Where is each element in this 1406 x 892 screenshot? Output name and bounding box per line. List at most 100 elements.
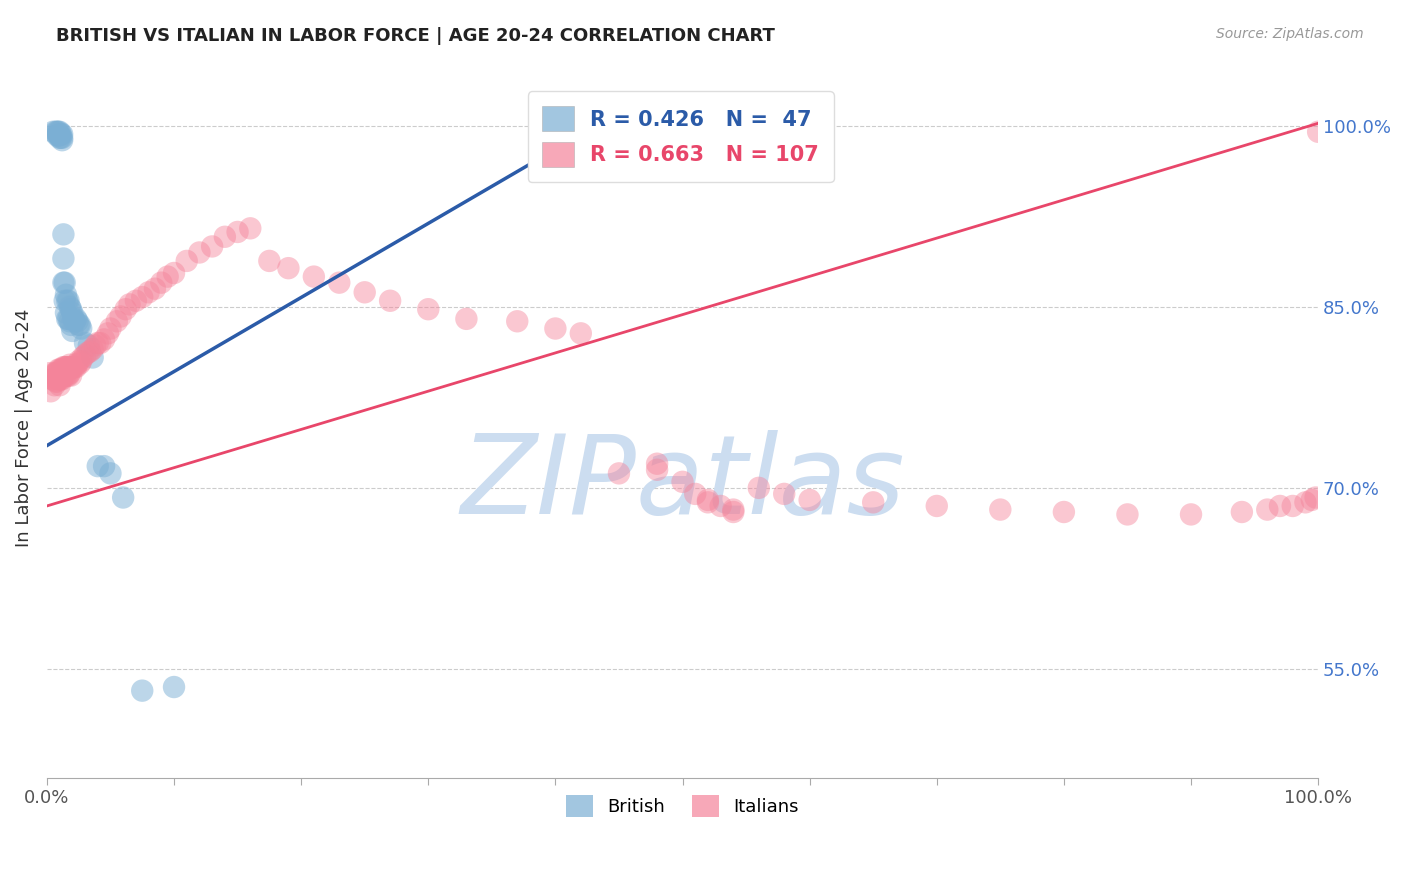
Point — [105, 314, 128, 328]
Point — [65, 311, 87, 326]
Point — [93, 459, 115, 474]
Point — [46, 366, 69, 380]
Point — [51, 130, 73, 145]
Point — [51, 372, 73, 386]
Point — [55, 368, 77, 383]
Point — [51, 362, 73, 376]
Point — [62, 360, 84, 375]
Point — [697, 492, 720, 507]
Point — [46, 375, 69, 389]
Point — [506, 314, 529, 328]
Point — [59, 366, 82, 380]
Point — [52, 360, 75, 375]
Point — [73, 348, 96, 362]
Point — [176, 254, 198, 268]
Point — [1308, 125, 1330, 139]
Point — [45, 375, 67, 389]
Point — [70, 354, 93, 368]
Point — [925, 499, 948, 513]
Point — [201, 239, 224, 253]
Point — [1180, 508, 1202, 522]
Point — [39, 384, 62, 399]
Point — [163, 680, 186, 694]
Point — [63, 314, 86, 328]
Point — [671, 475, 693, 489]
Point — [56, 293, 79, 308]
Point — [110, 310, 132, 324]
Point — [45, 125, 67, 139]
Point — [143, 282, 166, 296]
Point — [239, 221, 262, 235]
Point — [67, 354, 90, 368]
Point — [645, 457, 668, 471]
Point — [645, 463, 668, 477]
Point — [60, 318, 83, 332]
Text: Source: ZipAtlas.com: Source: ZipAtlas.com — [1216, 27, 1364, 41]
Point — [58, 360, 80, 375]
Point — [79, 344, 101, 359]
Legend: British, Italians: British, Italians — [558, 788, 807, 824]
Point — [82, 351, 104, 365]
Point — [188, 245, 211, 260]
Point — [48, 130, 70, 145]
Point — [125, 293, 148, 308]
Point — [1053, 505, 1076, 519]
Point — [51, 127, 73, 141]
Point — [46, 128, 69, 143]
Point — [544, 321, 567, 335]
Point — [46, 362, 69, 376]
Point — [55, 306, 77, 320]
Text: BRITISH VS ITALIAN IN LABOR FORCE | AGE 20-24 CORRELATION CHART: BRITISH VS ITALIAN IN LABOR FORCE | AGE … — [56, 27, 775, 45]
Point — [42, 372, 65, 386]
Point — [49, 372, 72, 386]
Point — [89, 336, 111, 351]
Point — [456, 311, 478, 326]
Point — [52, 368, 75, 383]
Point — [59, 300, 82, 314]
Point — [46, 125, 69, 139]
Point — [58, 311, 80, 326]
Point — [150, 276, 173, 290]
Point — [418, 302, 440, 317]
Point — [44, 366, 66, 380]
Point — [82, 342, 104, 356]
Point — [988, 502, 1011, 516]
Point — [1301, 492, 1323, 507]
Point — [72, 351, 94, 365]
Point — [138, 285, 160, 300]
Point — [58, 368, 80, 383]
Point — [163, 266, 186, 280]
Point — [58, 293, 80, 308]
Point — [799, 492, 821, 507]
Point — [60, 368, 83, 383]
Point — [60, 302, 83, 317]
Point — [59, 358, 82, 372]
Y-axis label: In Labor Force | Age 20-24: In Labor Force | Age 20-24 — [15, 309, 32, 547]
Point — [69, 318, 91, 332]
Point — [353, 285, 375, 300]
Point — [56, 360, 79, 375]
Point — [53, 368, 76, 383]
Point — [66, 357, 89, 371]
Point — [52, 252, 75, 266]
Point — [378, 293, 401, 308]
Point — [302, 269, 325, 284]
Point — [52, 276, 75, 290]
Point — [710, 499, 733, 513]
Point — [56, 311, 79, 326]
Point — [41, 372, 63, 386]
Point — [70, 321, 93, 335]
Point — [214, 229, 236, 244]
Point — [69, 357, 91, 371]
Point — [683, 487, 706, 501]
Point — [48, 378, 70, 392]
Point — [63, 360, 86, 375]
Point — [55, 360, 77, 375]
Point — [56, 368, 79, 383]
Point — [131, 290, 153, 304]
Point — [45, 366, 67, 380]
Point — [259, 254, 281, 268]
Point — [60, 306, 83, 320]
Point — [76, 345, 98, 359]
Point — [156, 269, 179, 284]
